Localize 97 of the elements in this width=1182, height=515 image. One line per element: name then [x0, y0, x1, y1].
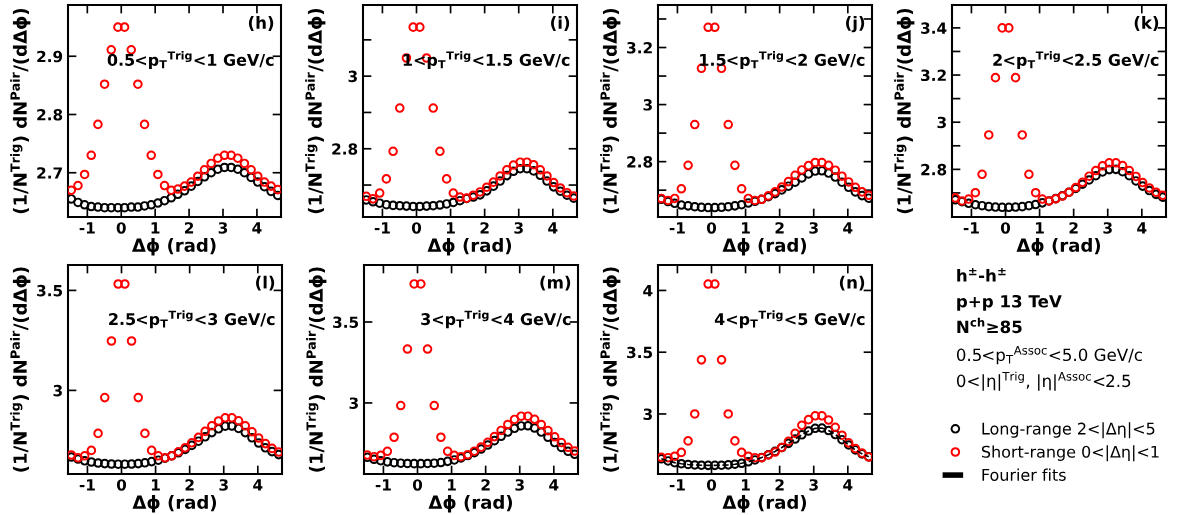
x-tick-label: 3 — [219, 479, 228, 491]
x-tick-label: 1 — [1035, 222, 1044, 234]
y-tick-label: 2.8 — [627, 156, 653, 168]
x-tick-label: 1 — [447, 479, 456, 491]
x-tick-label: 4 — [549, 479, 559, 491]
x-axis-title: Δϕ (rad) — [428, 495, 513, 513]
legend-label: Short-range 0<|Δη|<1 — [981, 445, 1159, 462]
x-tick-label: 3 — [218, 222, 228, 234]
annotation: (m) — [540, 275, 571, 291]
x-tick-label: 2 — [775, 479, 784, 491]
x-tick-label: 3 — [809, 479, 818, 491]
y-axis-title: (1/N$^{Trig}$) dN$^{Pair}$/(dΔϕ) — [600, 8, 621, 214]
annotation: (l) — [256, 275, 275, 291]
x-tick-label: 2 — [480, 222, 489, 234]
x-tick-label: 2 — [1069, 222, 1078, 234]
y-tick-label: 3.5 — [37, 284, 63, 297]
y-tick-label: 2.9 — [37, 50, 63, 63]
y-tick-label: 2.7 — [37, 167, 62, 179]
annotation: 0.5<p$_{T}$$^{Trig}$<1 GeV/c — [107, 51, 274, 70]
x-tick-label: 3 — [514, 222, 523, 234]
y-tick-label: 3 — [349, 397, 358, 409]
x-axis-title: Δϕ (rad) — [132, 238, 216, 256]
legend-label: Long-range 2<|Δη|<5 — [982, 422, 1155, 439]
x-tick-label: 3 — [1103, 222, 1112, 234]
x-tick-label: 1 — [741, 222, 750, 234]
x-tick-label: 0 — [116, 479, 127, 491]
y-tick-label: 2.8 — [921, 163, 947, 176]
x-tick-label: 4 — [252, 222, 262, 234]
y-tick-label: 3 — [937, 116, 946, 129]
x-tick-label: 2 — [184, 222, 194, 234]
y-tick-label: 2.8 — [37, 108, 63, 121]
x-tick-label: 0 — [706, 222, 717, 234]
x-tick-label: 2 — [185, 479, 194, 491]
x-axis-title: Δϕ (rad) — [427, 238, 512, 256]
annotation: 2.5<p$_{T}$$^{Trig}$<3 GeV/c — [109, 310, 275, 329]
x-tick-label: 3 — [515, 479, 524, 491]
x-axis-title: Δϕ (rad) — [132, 495, 217, 513]
x-tick-label: 3 — [809, 222, 818, 234]
annotation: 1.5<p$_{T}$$^{Trig}$<2 GeV/c — [700, 51, 865, 70]
annotation: (i) — [551, 16, 570, 31]
annotation: (j) — [846, 15, 865, 33]
x-tick-label: -1 — [374, 222, 390, 234]
x-tick-label: 4 — [843, 222, 853, 234]
x-axis-title: Δϕ (rad) — [722, 495, 807, 513]
y-tick-label: 3.2 — [921, 69, 946, 82]
y-tick-label: 3 — [643, 408, 652, 420]
x-tick-label: 0 — [1000, 222, 1011, 234]
x-tick-label: -1 — [375, 479, 391, 491]
x-tick-label: 1 — [446, 222, 455, 234]
y-tick-label: 4 — [643, 285, 653, 297]
text: p+p 13 TeV — [957, 294, 1062, 311]
x-tick-label: 4 — [253, 479, 263, 491]
x-tick-label: -1 — [79, 479, 95, 491]
x-tick-label: 1 — [151, 479, 160, 491]
x-tick-label: -1 — [79, 222, 95, 234]
x-axis-title: Δϕ (rad) — [722, 238, 807, 256]
legend-label: Fourier fits — [982, 468, 1066, 481]
annotation: (h) — [248, 16, 274, 31]
annotation: (k) — [1134, 16, 1159, 31]
x-tick-label: -1 — [669, 479, 685, 491]
x-tick-label: 2 — [481, 479, 490, 491]
x-tick-label: 0 — [706, 479, 717, 491]
x-tick-label: 2 — [775, 222, 784, 234]
annotation: 1<p$_{T}$$^{Trig}$<1.5 GeV/c — [403, 51, 570, 70]
y-tick-label: 3.2 — [627, 41, 652, 54]
x-tick-label: 4 — [843, 479, 853, 491]
annotation: 3<p$_{T}$$^{Trig}$<4 GeV/c — [421, 310, 571, 329]
x-tick-label: 1 — [151, 222, 160, 234]
x-tick-label: 1 — [741, 479, 750, 491]
y-tick-label: 3 — [53, 384, 62, 397]
y-axis-title: (1/N$^{Trig}$) dN$^{Pair}$/(dΔϕ) — [306, 267, 327, 472]
annotation: (n) — [839, 275, 865, 291]
y-axis-title: (1/N$^{Trig}$) dN$^{Pair}$/(dΔϕ) — [305, 8, 326, 214]
x-tick-label: 0 — [116, 222, 126, 234]
x-tick-label: -1 — [669, 222, 685, 234]
y-tick-label: 3 — [643, 99, 652, 111]
x-tick-label: 0 — [412, 479, 423, 491]
x-tick-label: 4 — [1137, 222, 1147, 234]
text: h$^{±}$-h$^{±}$ — [957, 267, 1006, 282]
annotation: 2<p$_{T}$$^{Trig}$<2.5 GeV/c — [993, 51, 1159, 70]
y-axis-title: (1/N$^{Trig}$) dN$^{Pair}$/(dΔϕ) — [10, 267, 31, 472]
annotation: 4<p$_{T}$$^{Trig}$<5 GeV/c — [714, 310, 865, 329]
text: N$^{ch}$≥85 — [957, 317, 1022, 334]
text: 0<|η|$^{Trig}$, |η|$^{Assoc}$<2.5 — [956, 371, 1131, 391]
y-tick-label: 3.5 — [627, 346, 653, 359]
y-tick-label: 2.8 — [332, 143, 358, 155]
y-tick-label: 3.4 — [921, 22, 947, 34]
y-axis-title: (1/N$^{Trig}$) dN$^{Pair}$/(dΔϕ) — [10, 8, 31, 214]
y-axis-title: (1/N$^{Trig}$) dN$^{Pair}$/(dΔϕ) — [894, 8, 915, 214]
x-tick-label: 4 — [548, 222, 558, 234]
text: 0.5<p$_{T}$$^{Assoc}$<5.0 GeV/c — [956, 346, 1142, 365]
y-tick-label: 3 — [348, 70, 357, 83]
y-tick-label: 3.5 — [333, 316, 359, 329]
x-tick-label: 0 — [411, 222, 422, 234]
y-axis-title: (1/N$^{Trig}$) dN$^{Pair}$/(dΔϕ) — [600, 267, 621, 472]
x-tick-label: -1 — [963, 222, 979, 234]
x-axis-title: Δϕ (rad) — [1016, 238, 1101, 256]
